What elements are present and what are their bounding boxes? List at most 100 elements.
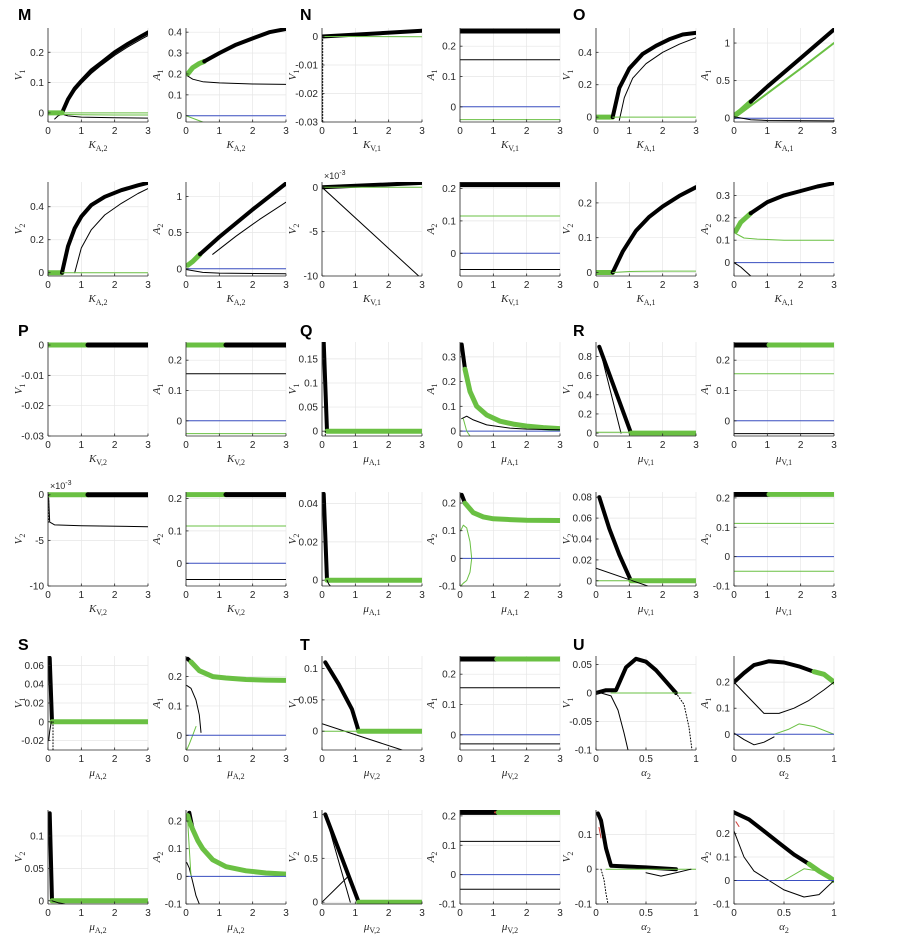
panel-t2: 0 1 2 3 0 0.1 0.2 μV,2 A1 bbox=[425, 656, 563, 781]
x-tick-label: 3 bbox=[283, 126, 289, 137]
x-tick-label: 1 bbox=[217, 280, 223, 291]
y-tick-label: 0 bbox=[176, 731, 182, 742]
y-tick-label: -0.01 bbox=[21, 371, 44, 382]
y-tick-label: 0.1 bbox=[578, 830, 592, 841]
x-axis-label: KA,2 bbox=[87, 139, 107, 153]
y-tick-label: -0.1 bbox=[575, 746, 593, 757]
x-axis-label: KV,2 bbox=[226, 603, 245, 617]
y-axis-label: A1 bbox=[425, 384, 439, 396]
x-tick-label: 2 bbox=[660, 126, 666, 137]
x-tick-label: 3 bbox=[419, 440, 425, 451]
x-tick-label: 3 bbox=[557, 280, 563, 291]
x-axis-label: μA,1 bbox=[362, 453, 380, 467]
series-line bbox=[596, 567, 649, 586]
series-line bbox=[322, 875, 350, 903]
x-tick-label: 3 bbox=[831, 590, 837, 601]
y-axis-label: V1 bbox=[13, 698, 27, 709]
panel-o4: 0 1 2 3 0 0.1 0.2 0.3 KA,1 A2 bbox=[699, 182, 837, 307]
y-axis-label: V1 bbox=[13, 70, 27, 81]
x-tick-label: 1 bbox=[353, 440, 359, 451]
panel-s2: 0 1 2 3 0 0.1 0.2 μA,2 A1 bbox=[151, 656, 289, 781]
series-line bbox=[186, 813, 286, 877]
y-tick-label: 0.4 bbox=[578, 390, 592, 401]
y-tick-label: 0.1 bbox=[168, 701, 182, 712]
y-tick-label: 0.1 bbox=[442, 216, 456, 227]
series-line bbox=[596, 811, 678, 872]
series-line bbox=[734, 810, 811, 866]
y-tick-label: -0.1 bbox=[165, 900, 183, 911]
series-line bbox=[734, 262, 752, 276]
y-axis-label: V1 bbox=[561, 384, 575, 395]
y-tick-label: 0 bbox=[450, 870, 456, 881]
x-axis-label: μA,1 bbox=[362, 603, 380, 617]
x-axis-label: μV,2 bbox=[501, 767, 518, 781]
x-tick-label: 0 bbox=[319, 126, 325, 137]
x-axis-label: μV,2 bbox=[363, 767, 380, 781]
x-tick-label: 3 bbox=[283, 440, 289, 451]
series-line bbox=[323, 660, 361, 734]
x-tick-label: 0 bbox=[731, 440, 737, 451]
y-tick-label: -0.1 bbox=[713, 900, 731, 911]
y-tick-label: 0.4 bbox=[168, 28, 182, 39]
series-line bbox=[773, 723, 834, 735]
x-tick-label: 0 bbox=[319, 908, 325, 919]
series-line bbox=[748, 28, 834, 104]
y-axis-label: A1 bbox=[699, 698, 713, 710]
y-axis-label: A2 bbox=[699, 224, 713, 236]
series-line bbox=[598, 826, 602, 839]
y-tick-label: 0 bbox=[38, 896, 44, 907]
series-line bbox=[811, 669, 834, 685]
y-tick-label: -0.01 bbox=[295, 61, 318, 72]
x-tick-label: 1 bbox=[627, 126, 633, 137]
x-axis-label: KA,2 bbox=[225, 293, 245, 307]
y-axis-label: V2 bbox=[13, 534, 27, 545]
series-line bbox=[186, 684, 202, 733]
series-line bbox=[326, 579, 331, 586]
x-tick-label: 0 bbox=[457, 908, 463, 919]
x-tick-label: 3 bbox=[145, 440, 151, 451]
x-tick-label: 1 bbox=[353, 908, 359, 919]
y-tick-label: 0.4 bbox=[578, 48, 592, 59]
x-tick-label: 2 bbox=[112, 280, 118, 291]
series-line bbox=[51, 900, 66, 904]
y-axis-label: A1 bbox=[151, 70, 165, 82]
y-tick-label: 0.2 bbox=[716, 493, 730, 504]
series-line bbox=[645, 868, 692, 877]
panel-r: 0 1 2 3 0 0.2 0.4 0.6 0.8 μV,1 V1 bbox=[561, 342, 699, 467]
x-tick-label: 1 bbox=[693, 908, 699, 919]
series-line bbox=[322, 182, 422, 190]
x-axis-label: μV,2 bbox=[363, 921, 380, 935]
panel-letter: N bbox=[300, 7, 312, 24]
series-line bbox=[461, 415, 560, 431]
series-line bbox=[322, 28, 422, 39]
x-tick-label: 3 bbox=[145, 590, 151, 601]
series-line bbox=[600, 868, 609, 904]
y-tick-label: -0.02 bbox=[21, 736, 44, 747]
x-tick-label: 1 bbox=[491, 754, 497, 765]
x-tick-label: 2 bbox=[112, 754, 118, 765]
x-tick-label: 2 bbox=[798, 590, 804, 601]
y-tick-label: 0.2 bbox=[442, 670, 456, 681]
y-tick-label: -0.1 bbox=[575, 900, 593, 911]
x-tick-label: 0 bbox=[731, 126, 737, 137]
series-line bbox=[598, 346, 622, 434]
x-tick-label: 0 bbox=[731, 590, 737, 601]
y-tick-label: 0 bbox=[450, 249, 456, 260]
y-axis-label: V2 bbox=[561, 224, 575, 235]
y-tick-label: 0 bbox=[586, 113, 592, 124]
panel-o3: 0 1 2 3 0 0.1 0.2 KA,1 V2 bbox=[561, 182, 699, 307]
y-axis-label: A2 bbox=[425, 534, 439, 546]
x-tick-label: 0 bbox=[319, 440, 325, 451]
y-tick-label: 0.02 bbox=[299, 537, 319, 548]
y-tick-label: 0.2 bbox=[716, 356, 730, 367]
y-axis-label: V1 bbox=[561, 698, 575, 709]
x-tick-label: 3 bbox=[693, 590, 699, 601]
panel-letter: T bbox=[300, 637, 310, 654]
x-tick-label: 2 bbox=[798, 440, 804, 451]
x-axis-label: μA,2 bbox=[226, 921, 244, 935]
series-line bbox=[186, 726, 197, 750]
x-axis-label: α2 bbox=[779, 921, 789, 935]
y-tick-label: 0.05 bbox=[299, 403, 319, 414]
